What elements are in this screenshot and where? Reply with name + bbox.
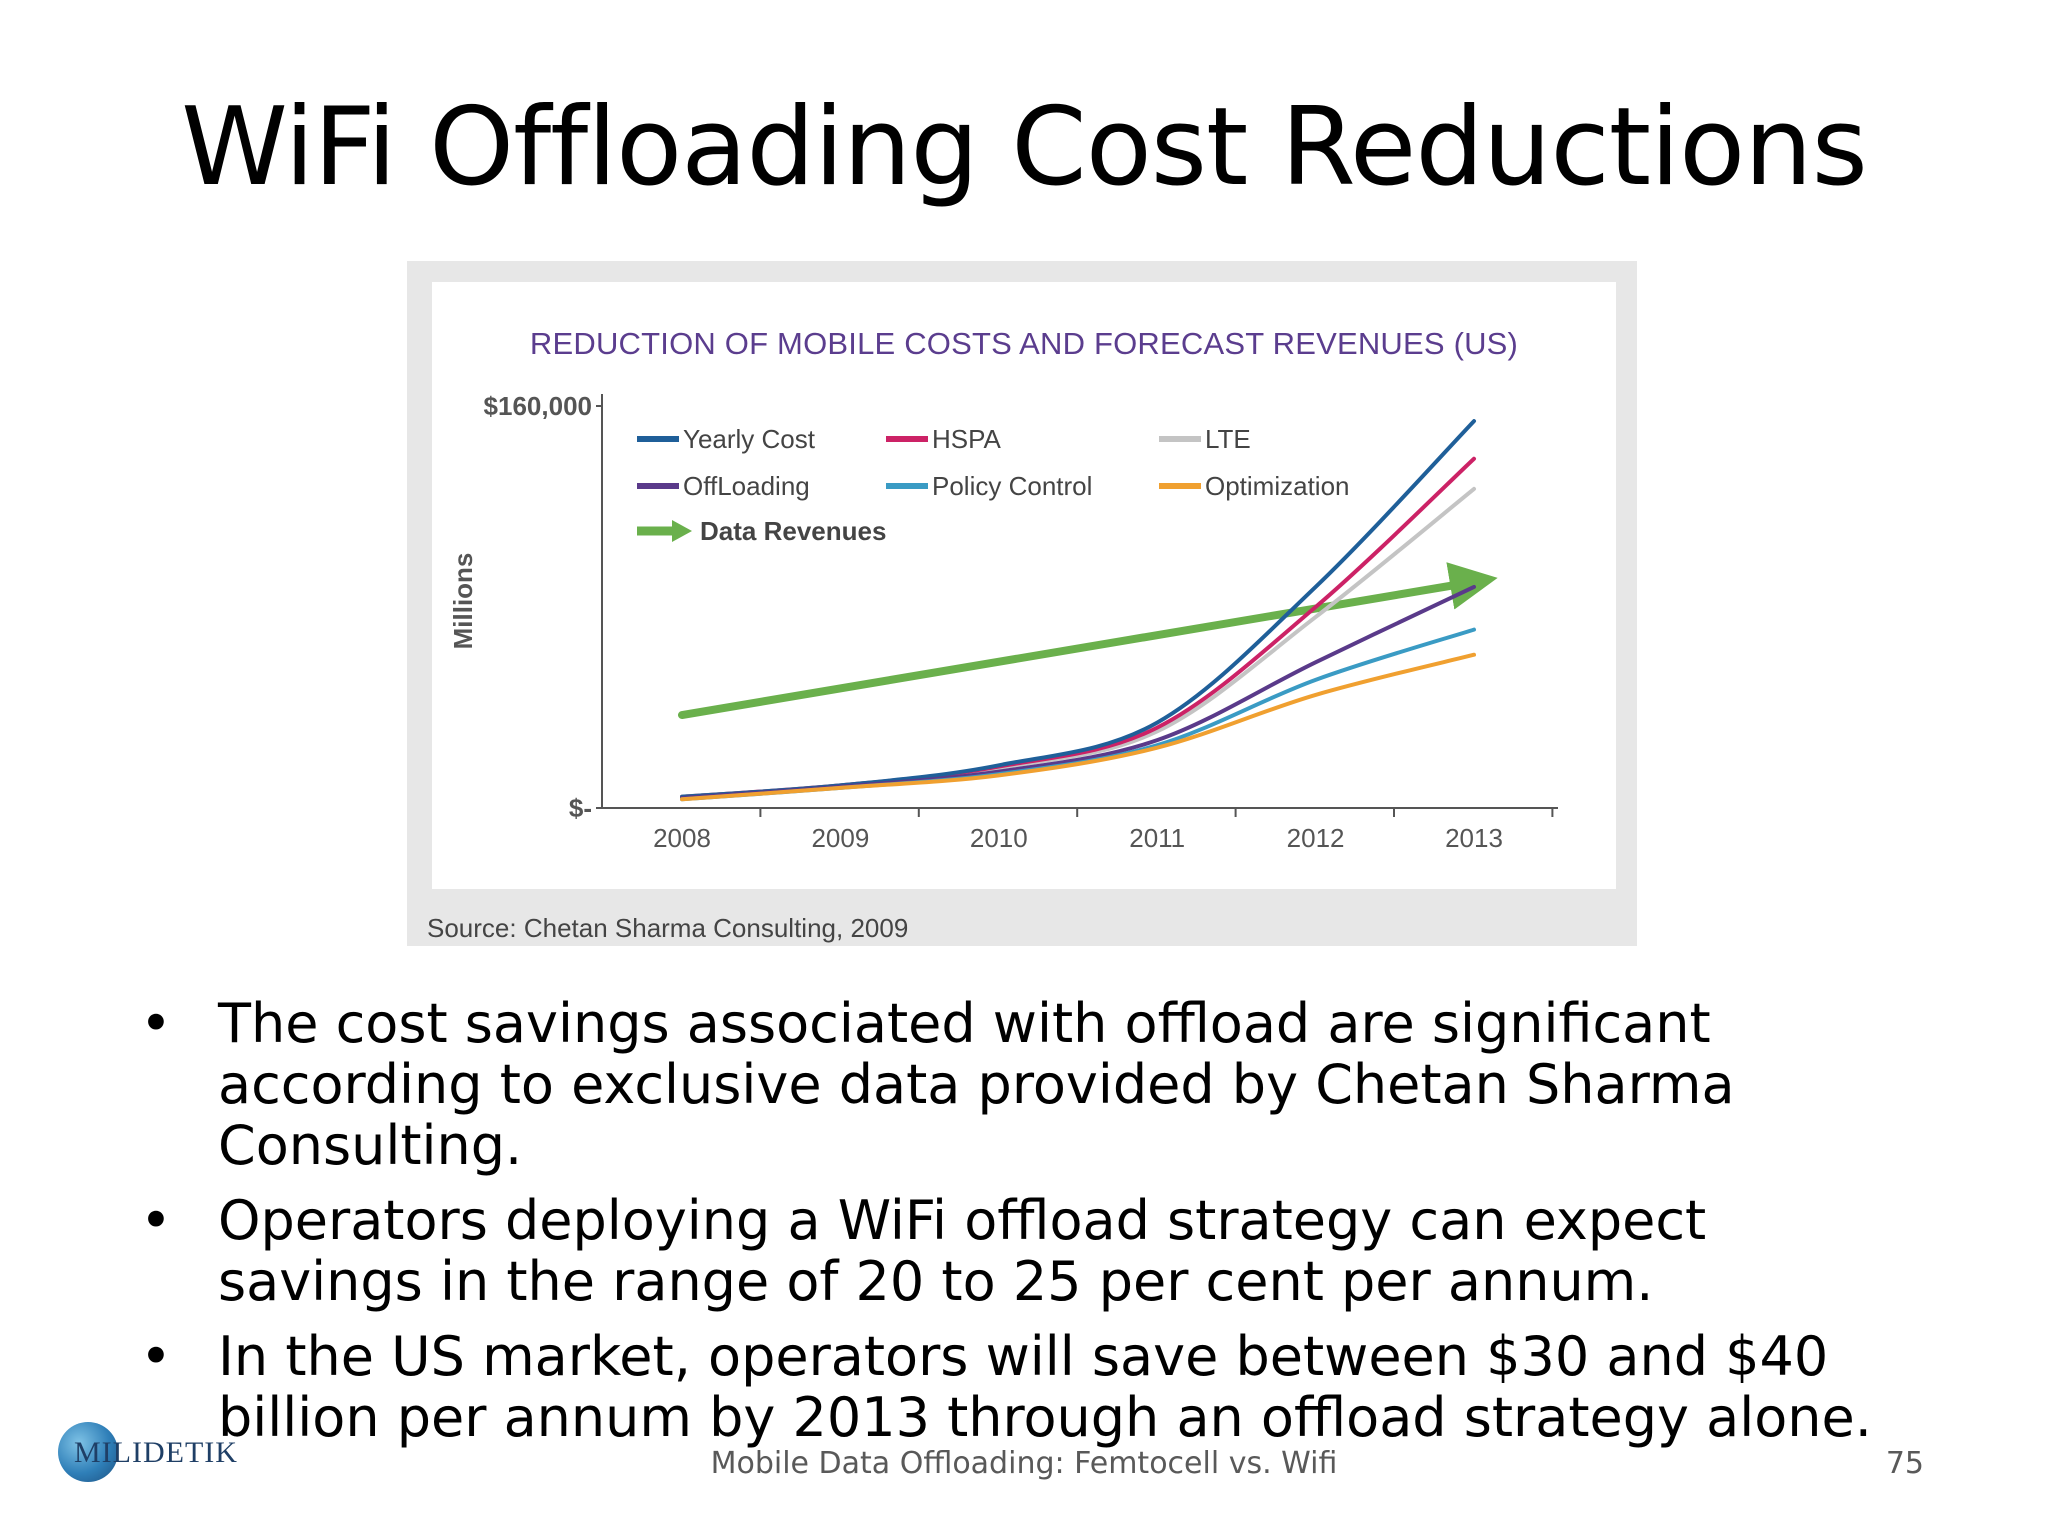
- x-tick-label: 2011: [1129, 823, 1185, 853]
- legend-label-yearly-cost: Yearly Cost: [683, 424, 816, 454]
- chart-figure: REDUCTION OF MOBILE COSTS AND FORECAST R…: [407, 261, 1637, 946]
- y-tick-label: $-: [569, 793, 592, 823]
- logo-text: MILIDETIK: [74, 1436, 238, 1469]
- y-axis-title: Millions: [448, 553, 478, 650]
- x-tick-label: 2009: [811, 823, 869, 853]
- legend-label-lte: LTE: [1205, 424, 1251, 454]
- bullet-marker: •: [140, 1325, 172, 1388]
- series-line-policy-control: [680, 627, 1476, 802]
- bullet-marker: •: [140, 992, 172, 1055]
- footer-text: Mobile Data Offloading: Femtocell vs. Wi…: [710, 1446, 1338, 1481]
- bullet-item: • The cost savings associated with offlo…: [140, 993, 1920, 1176]
- bullet-list: • The cost savings associated with offlo…: [140, 993, 1920, 1462]
- y-tick-label: $160,000: [484, 391, 592, 421]
- chart-title: REDUCTION OF MOBILE COSTS AND FORECAST R…: [529, 326, 1519, 361]
- bullet-text: In the US market, operators will save be…: [218, 1325, 1872, 1449]
- series-line-optimization: [680, 652, 1476, 802]
- chart-panel: REDUCTION OF MOBILE COSTS AND FORECAST R…: [432, 282, 1616, 889]
- bullet-item: • Operators deploying a WiFi offload str…: [140, 1190, 1920, 1312]
- chart-source: Source: Chetan Sharma Consulting, 2009: [427, 913, 909, 943]
- legend-label-data-revenues: Data Revenues: [700, 516, 886, 546]
- x-tick-label: 2012: [1287, 823, 1345, 853]
- page-number: 75: [1885, 1446, 1924, 1481]
- bullet-marker: •: [140, 1189, 172, 1252]
- bullet-text: The cost savings associated with offload…: [218, 992, 1735, 1177]
- x-tick-label: 2013: [1445, 823, 1503, 853]
- line-chart: $160,000 $- Millions 2008 2009 2010 2011 2012 20…: [448, 391, 1558, 853]
- series-line-hspa: [680, 456, 1476, 799]
- bullet-text: Operators deploying a WiFi offload strat…: [218, 1189, 1707, 1313]
- legend-label-optimization: Optimization: [1205, 471, 1350, 501]
- series-line-data-revenues: [678, 562, 1498, 720]
- bullet-item: • In the US market, operators will save …: [140, 1326, 1920, 1448]
- legend-label-hspa: HSPA: [932, 424, 1002, 454]
- globe-icon: [58, 1422, 118, 1482]
- legend-label-policy-control: Policy Control: [932, 471, 1092, 501]
- company-logo: MILIDETIK: [58, 1420, 237, 1486]
- x-tick-label: 2010: [970, 823, 1028, 853]
- legend-arrow-icon: [672, 520, 692, 542]
- slide-title: WiFi Offloading Cost Reductions: [181, 85, 1868, 210]
- x-tick-label: 2008: [653, 823, 711, 853]
- legend-label-offloading: OffLoading: [683, 471, 810, 501]
